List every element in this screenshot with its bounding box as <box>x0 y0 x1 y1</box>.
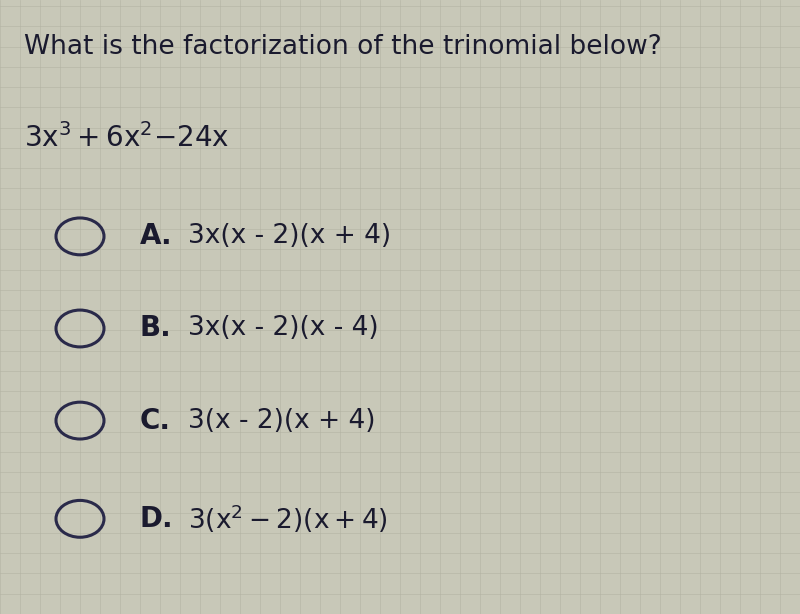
Text: C.: C. <box>140 406 171 435</box>
Text: $\mathregular{3x^3 + 6x^2}$$\mathregular{ - 24x}$: $\mathregular{3x^3 + 6x^2}$$\mathregular… <box>24 123 229 153</box>
Text: 3(x - 2)(x + 4): 3(x - 2)(x + 4) <box>188 408 375 433</box>
Text: $\mathregular{3(x^2 - 2)(x + 4)}$: $\mathregular{3(x^2 - 2)(x + 4)}$ <box>188 503 388 535</box>
Text: B.: B. <box>140 314 172 343</box>
Text: A.: A. <box>140 222 173 251</box>
Text: 3x(x - 2)(x + 4): 3x(x - 2)(x + 4) <box>188 223 391 249</box>
Text: 3x(x - 2)(x - 4): 3x(x - 2)(x - 4) <box>188 316 378 341</box>
Text: D.: D. <box>140 505 174 533</box>
Text: What is the factorization of the trinomial below?: What is the factorization of the trinomi… <box>24 34 662 60</box>
